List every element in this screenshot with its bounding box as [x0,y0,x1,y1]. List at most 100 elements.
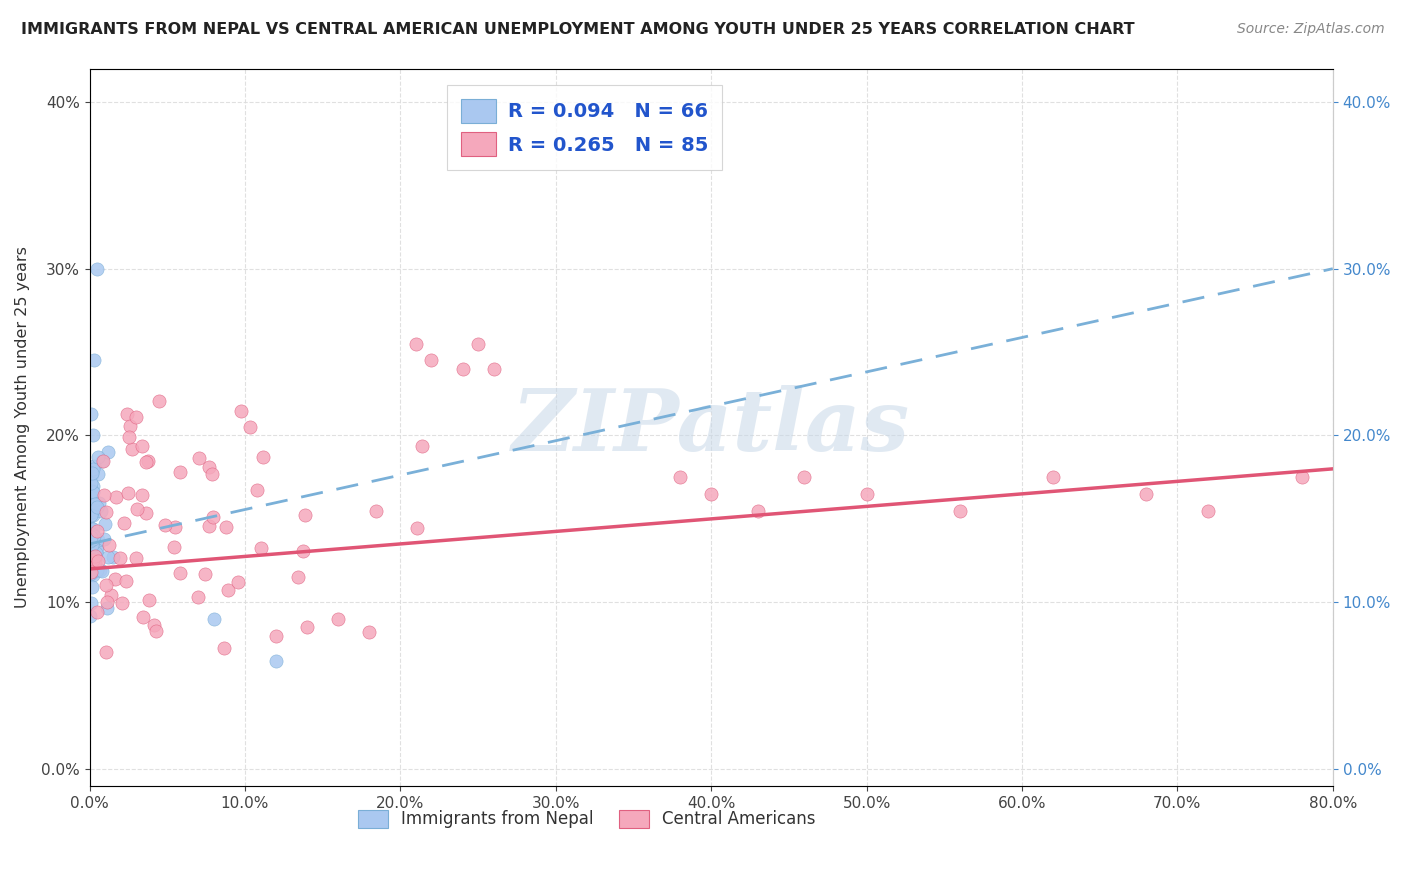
Point [80,538,103,552]
Point [80,566,103,580]
Point [115,574,138,588]
Point [118,430,141,444]
Point [287,569,309,583]
Point [79,503,101,517]
Point [80,521,103,535]
Point [82,532,104,546]
Point [80,565,103,579]
Point [125,410,148,425]
Point [411,439,433,453]
Point [135,455,157,469]
Point [86,605,108,619]
Point [87,467,110,482]
Point [86,540,108,554]
Point [212,641,235,656]
Point [82,567,104,582]
Point [252,450,274,464]
Point [84,497,107,511]
Point [79,559,101,574]
Y-axis label: Unemployment Among Youth under 25 years: Unemployment Among Youth under 25 years [15,246,30,608]
Point [125,502,148,516]
Point [82,508,104,522]
Point [84,546,107,560]
Point [264,654,287,668]
Point [80,407,103,421]
Point [249,541,271,555]
Point [132,609,155,624]
Point [94,516,117,531]
Point [83,353,105,368]
Point [80,476,103,491]
Point [187,451,209,466]
Point [80,534,103,549]
Point [84,555,107,569]
Point [97,445,120,459]
Point [120,419,142,434]
Point [793,470,815,484]
Point [108,551,131,566]
Point [86,450,108,464]
Point [79,567,101,582]
Point [84,533,107,547]
Point [112,516,135,530]
Point [291,543,314,558]
Point [198,518,221,533]
Point [80,467,103,481]
Point [82,534,104,549]
Text: IMMIGRANTS FROM NEPAL VS CENTRAL AMERICAN UNEMPLOYMENT AMONG YOUTH UNDER 25 YEAR: IMMIGRANTS FROM NEPAL VS CENTRAL AMERICA… [21,22,1135,37]
Point [202,612,225,626]
Point [79,522,101,536]
Point [83,558,105,572]
Point [201,467,224,481]
Point [264,629,287,643]
Point [96,505,118,519]
Point [700,487,723,501]
Point [451,361,474,376]
Point [148,394,170,409]
Point [89,564,111,578]
Point [91,454,114,468]
Point [87,496,110,510]
Point [229,404,252,418]
Point [82,550,104,565]
Point [104,572,127,586]
Point [86,543,108,558]
Point [93,532,115,546]
Point [359,625,381,640]
Point [86,524,108,539]
Point [98,538,121,552]
Point [79,609,101,624]
Point [669,470,692,484]
Point [1042,470,1064,484]
Point [79,502,101,516]
Point [82,484,104,499]
Point [217,583,239,598]
Point [1198,503,1220,517]
Point [294,508,316,523]
Text: ZIPatlas: ZIPatlas [512,385,910,469]
Point [215,520,238,534]
Point [84,549,107,563]
Point [79,534,101,549]
Point [467,336,489,351]
Point [406,521,429,535]
Point [82,553,104,567]
Text: Source: ZipAtlas.com: Source: ZipAtlas.com [1237,22,1385,37]
Point [328,612,350,626]
Point [97,550,120,565]
Point [194,567,217,582]
Point [949,503,972,517]
Point [86,500,108,514]
Point [79,521,101,535]
Point [482,361,505,376]
Point [80,466,103,480]
Point [82,537,104,551]
Point [82,522,104,536]
Point [420,353,443,368]
Point [91,453,114,467]
Point [83,529,105,543]
Point [105,490,128,504]
Point [80,533,103,547]
Point [90,503,112,517]
Point [155,517,177,532]
